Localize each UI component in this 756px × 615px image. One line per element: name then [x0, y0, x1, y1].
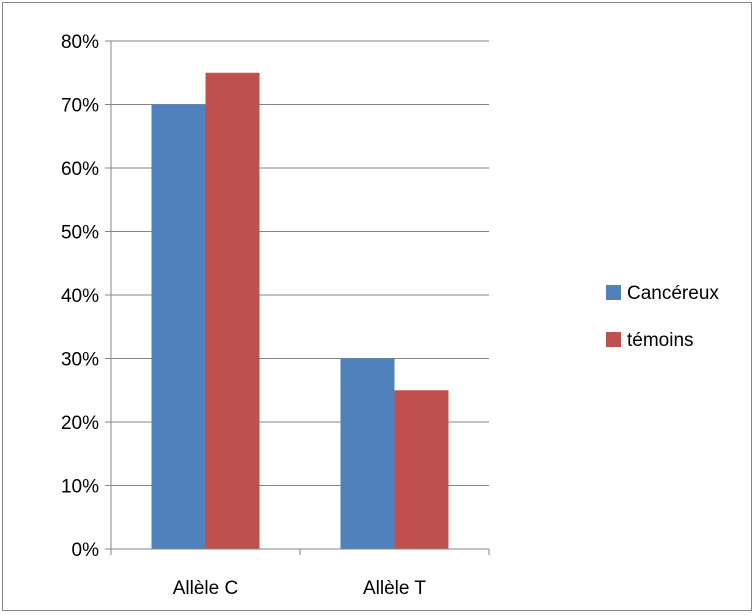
bar-cancereux-allele-t	[340, 358, 395, 549]
y-tick-label: 10%	[61, 477, 99, 498]
category-labels: Allèle C Allèle T	[173, 578, 427, 599]
y-tick-label: 60%	[61, 159, 99, 180]
y-tick-label: 30%	[61, 350, 99, 371]
y-tick-label: 40%	[61, 286, 99, 307]
category-label: Allèle T	[363, 578, 426, 599]
legend-label: témoins	[627, 330, 694, 351]
bar-cancereux-allele-c	[151, 104, 206, 549]
legend-swatch	[606, 332, 621, 347]
bar-temoins-allele-t	[394, 390, 449, 549]
y-tick-label: 50%	[61, 223, 99, 244]
bars	[151, 72, 449, 549]
bar-temoins-allele-c	[205, 72, 260, 549]
y-tick-label: 20%	[61, 413, 99, 434]
y-tick-label: 70%	[61, 96, 99, 117]
legend-label: Cancéreux	[627, 283, 719, 304]
y-tick-label: 0%	[72, 540, 100, 561]
category-label: Allèle C	[173, 578, 238, 599]
axes	[105, 40, 490, 555]
y-tick-labels: 0% 10% 20% 30% 40% 50% 60% 70% 80%	[61, 32, 99, 561]
y-tick-label: 80%	[61, 32, 99, 53]
legend-swatch	[606, 285, 621, 300]
legend: Cancéreux témoins	[606, 283, 719, 351]
